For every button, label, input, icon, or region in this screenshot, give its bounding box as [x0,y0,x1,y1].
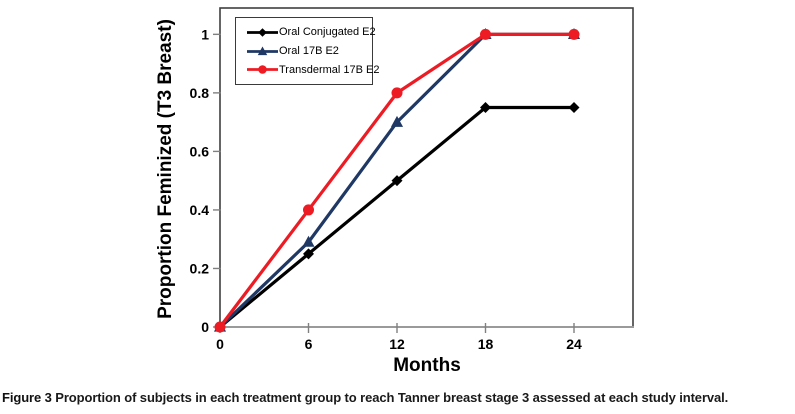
marker-oral-conjugated-e2-12 [391,175,403,187]
figure-caption-label: Figure 3 [2,390,52,405]
marker-transdermal-17b-e2-24 [568,28,580,40]
marker-oral-conjugated-e2-24 [568,102,580,114]
legend-label: Oral 17B E2 [279,45,339,57]
marker-transdermal-17b-e2-6 [303,204,314,216]
x-tick-label: 6 [305,336,313,352]
x-axis-title: Months [393,355,461,376]
x-tick-label: 24 [566,336,582,352]
legend-swatch-triangle-icon [247,46,278,55]
legend-item-oral-17b-e2: Oral 17B E2 [246,45,372,58]
marker-oral-17b-e2-12 [390,115,404,127]
legend-marker-transdermal-17b-e2 [258,65,267,75]
legend: Oral Conjugated E2 Oral 17B E2 Transdermal… [235,17,379,85]
legend-item-oral-conjugated-e2: Oral Conjugated E2 [246,26,376,39]
x-tick-label: 12 [389,336,405,352]
y-axis-title: Proportion Feminized (T3 Breast) [155,19,176,319]
x-tick-label: 0 [216,336,224,352]
marker-oral-conjugated-e2-6 [303,248,314,260]
series-transdermal-17b-e2 [214,28,580,333]
marker-oral-17b-e2-6 [302,235,315,247]
marker-transdermal-17b-e2-12 [391,87,403,99]
legend-swatch-circle-icon [247,65,278,75]
marker-oral-conjugated-e2-18 [480,102,491,114]
marker-transdermal-17b-e2-0 [214,321,226,333]
figure-caption-text: Proportion of subjects in each treatment… [55,390,729,405]
legend-label: Oral Conjugated E2 [279,26,376,39]
legend-swatch-diamond-icon [247,27,278,37]
y-tick-label: 0.4 [190,202,210,218]
legend-item-transdermal-17b-e2: Transdermal 17B E2 [246,63,379,76]
y-tick-label: 0.2 [190,260,210,276]
y-tick-label: 0.6 [190,143,210,159]
marker-transdermal-17b-e2-18 [480,28,491,40]
y-tick-label: 0 [201,319,209,335]
legend-label: Transdermal 17B E2 [279,63,380,76]
y-tick-label: 0.8 [190,85,210,101]
legend-marker-oral-conjugated-e2 [258,27,267,37]
legend-marker-oral-17b-e2 [257,46,268,55]
x-tick-label: 18 [478,336,494,352]
figure-caption: Figure 3 Proportion of subjects in each … [2,390,782,405]
y-tick-label: 1 [201,26,209,42]
